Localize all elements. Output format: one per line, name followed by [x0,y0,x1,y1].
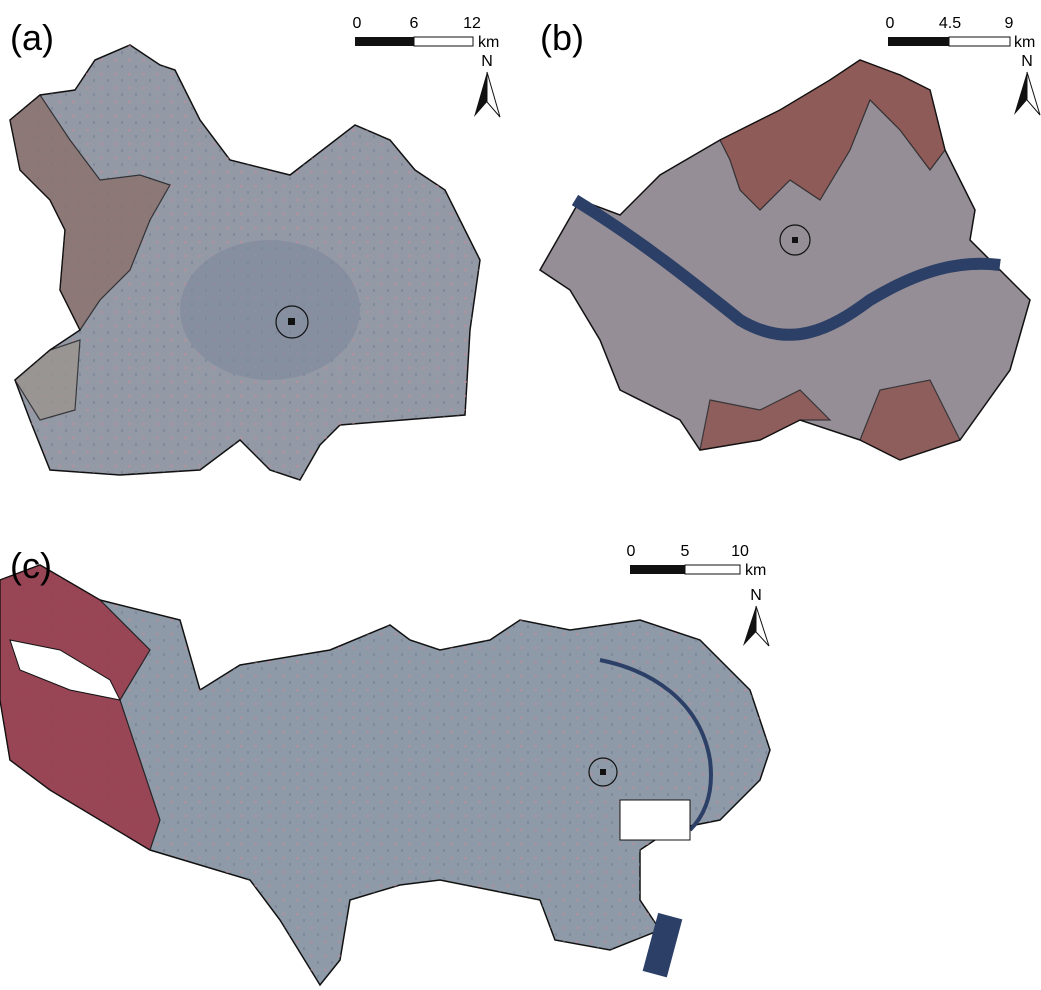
arrow-half [487,72,500,117]
north-arrow: N [743,587,769,646]
scale-unit: km [1014,34,1035,51]
panel-label: (a) [10,17,54,58]
map-b [540,60,1030,460]
figure: (a) 0 6 12 km N (b) 0 4.5 9 km N (c) 0 5… [0,0,1041,990]
arrow-half [756,606,769,646]
north-label: N [750,587,762,604]
scale-segment [355,37,414,46]
page: (a) 0 6 12 km N (b) 0 4.5 9 km N (c) 0 5… [0,0,1041,990]
arrow-half [743,606,756,646]
scale-label: 5 [681,543,690,560]
scale-unit: km [745,562,766,579]
scale-label: 0 [627,543,636,560]
map-c [0,565,770,985]
north-label: N [1021,53,1033,70]
scale-bar: 0 5 10 km [627,543,767,579]
scale-segment [630,565,685,574]
scale-label: 12 [463,15,481,32]
scale-segment [685,565,740,574]
scale-label: 9 [1005,15,1014,32]
north-label: N [481,53,493,70]
arrow-half [474,72,487,117]
center-point [600,769,606,775]
panel-label: (b) [540,17,584,58]
scale-label: 4.5 [939,15,961,32]
urban-core [180,240,360,380]
port-area [620,800,690,840]
scale-label: 10 [731,543,749,560]
arrow-half [1014,72,1027,115]
north-arrow: N [1014,53,1040,115]
panel-label: (c) [10,545,52,586]
scale-bar: 0 6 12 km [353,15,500,51]
map-a [10,45,480,480]
arrow-half [1027,72,1040,115]
scale-bar: 0 4.5 9 km [886,15,1036,51]
scale-segment [949,37,1010,46]
scale-segment [414,37,473,46]
scale-label: 6 [410,15,419,32]
scale-unit: km [478,34,499,51]
scale-label: 0 [886,15,895,32]
north-arrow: N [474,53,500,117]
scale-label: 0 [353,15,362,32]
scale-segment [888,37,949,46]
center-point [288,318,295,325]
center-point [792,237,798,243]
